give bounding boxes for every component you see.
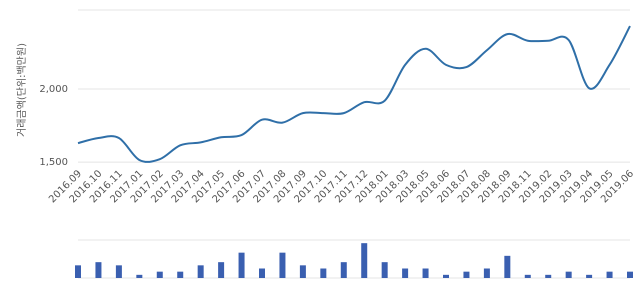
volume-bar — [361, 243, 368, 278]
volume-bar — [504, 255, 511, 278]
volume-bar — [422, 268, 429, 278]
volume-bar — [279, 252, 286, 278]
volume-bar — [259, 268, 265, 278]
volume-bar — [402, 268, 409, 278]
y-tick-label: 1,500 — [39, 157, 68, 168]
volume-bar — [443, 274, 449, 278]
volume-bar — [177, 271, 184, 278]
volume-bar — [75, 265, 81, 278]
volume-bar — [627, 271, 633, 278]
volume-bar — [320, 268, 327, 278]
volume-bar — [606, 271, 613, 278]
volume-bar — [197, 265, 204, 278]
volume-bar — [545, 274, 552, 278]
volume-bar — [95, 262, 102, 278]
volume-bar — [586, 274, 593, 278]
volume-bar — [218, 262, 225, 278]
y-tick-label: 2,000 — [39, 84, 68, 95]
volume-bar — [115, 265, 122, 278]
price-line — [77, 25, 631, 163]
volume-bar — [483, 268, 490, 278]
volume-bar — [524, 274, 531, 278]
volume-bar — [565, 271, 572, 278]
volume-bar — [238, 252, 245, 278]
volume-bar — [156, 271, 163, 278]
volume-bar — [463, 271, 470, 278]
y-axis-label: 거래금액(단위:백만원) — [15, 43, 28, 137]
volume-bar — [136, 274, 143, 278]
volume-bar — [299, 265, 306, 278]
volume-bar — [340, 262, 347, 278]
volume-bar — [381, 262, 388, 278]
